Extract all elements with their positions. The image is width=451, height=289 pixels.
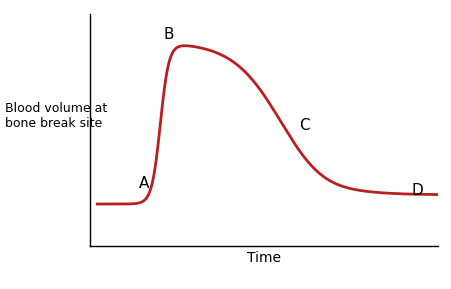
Text: A: A [139,176,149,191]
X-axis label: Time: Time [247,251,281,265]
Text: D: D [410,183,422,198]
Text: C: C [299,118,309,133]
Text: Blood volume at
bone break site: Blood volume at bone break site [5,102,106,129]
Text: B: B [163,27,174,42]
